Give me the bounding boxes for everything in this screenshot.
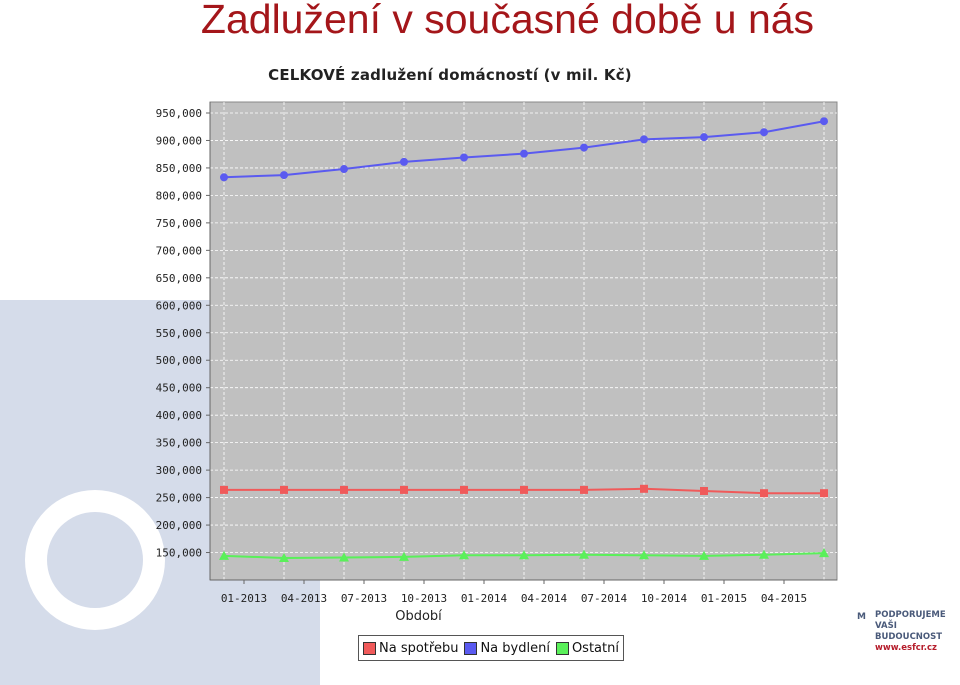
branding-line1: PODPORUJEME [875, 610, 946, 620]
data-point-circle [700, 133, 708, 142]
data-point-triangle [759, 549, 769, 559]
data-point-circle [400, 157, 408, 166]
y-tick-label: 800,000 [156, 189, 202, 202]
esf-branding: M PODPORUJEME VAŠI BUDOUCNOST www.esfcr.… [857, 610, 960, 654]
data-point-square [340, 485, 348, 494]
data-point-circle [520, 149, 528, 158]
legend-item-ostatni: Ostatní [555, 640, 619, 656]
y-tick-label: 250,000 [156, 492, 202, 505]
y-tick-label: 450,000 [156, 382, 202, 395]
branding-url[interactable]: www.esfcr.cz [875, 643, 937, 653]
data-point-circle [340, 165, 348, 174]
data-point-triangle [459, 550, 469, 560]
y-tick-label: 350,000 [156, 437, 202, 450]
triangle-marker-icon [555, 641, 569, 655]
data-point-square [460, 485, 468, 494]
data-point-circle [220, 173, 228, 182]
data-point-triangle [219, 550, 229, 560]
y-tick-label: 600,000 [156, 299, 202, 312]
x-tick-label: 04-2014 [521, 592, 568, 605]
legend-item-bydleni: Na bydlení [464, 640, 550, 656]
y-tick-label: 700,000 [156, 244, 202, 257]
data-point-square [520, 485, 528, 494]
y-tick-label: 750,000 [156, 217, 202, 230]
slide-title: Zadlužení v současné době u nás [200, 0, 815, 42]
square-marker-icon [363, 641, 376, 655]
data-point-square [580, 485, 588, 494]
x-tick-label: 01-2013 [221, 592, 267, 605]
data-point-square [220, 485, 228, 494]
x-tick-label: 01-2014 [461, 592, 508, 605]
y-tick-label: 650,000 [156, 272, 202, 285]
y-tick-label: 150,000 [156, 547, 202, 560]
data-point-circle [460, 153, 468, 162]
data-point-square [820, 489, 828, 498]
data-point-triangle [639, 550, 649, 560]
x-tick-label: 10-2013 [401, 592, 447, 605]
data-point-circle [820, 117, 828, 126]
circle-marker-icon [464, 641, 478, 655]
x-tick-label: 01-2015 [701, 592, 747, 605]
y-tick-label: 200,000 [156, 519, 202, 532]
legend-label-spotreba: Na spotřebu [379, 640, 459, 656]
y-tick-label: 900,000 [156, 134, 202, 147]
x-tick-label: 04-2013 [281, 592, 327, 605]
data-point-circle [640, 135, 648, 144]
data-point-triangle [699, 550, 709, 560]
data-point-square [280, 485, 288, 494]
x-tick-label: 07-2013 [341, 592, 387, 605]
y-tick-label: 550,000 [156, 327, 202, 340]
data-point-triangle [339, 552, 349, 562]
chart-title: CELKOVÉ zadlužení domácností (v mil. Kč) [268, 66, 632, 84]
data-point-square [400, 485, 408, 494]
data-point-square [760, 489, 768, 498]
branding-line2: VAŠI BUDOUCNOST [875, 621, 943, 642]
esf-logo-icon: M [857, 612, 866, 622]
data-point-triangle [819, 548, 829, 558]
data-point-circle [760, 128, 768, 137]
data-point-triangle [279, 553, 289, 563]
data-point-triangle [579, 549, 589, 559]
data-point-circle [280, 171, 288, 180]
x-axis-label: Období [395, 609, 442, 624]
data-point-circle [580, 143, 588, 152]
x-tick-label: 07-2014 [581, 592, 628, 605]
legend-label-bydleni: Na bydlení [480, 640, 550, 656]
x-tick-label: 04-2015 [761, 592, 807, 605]
decor-circle-inner [47, 512, 143, 608]
chart-legend: Na spotřebu Na bydlení Ostatní [358, 635, 624, 661]
plot-area [209, 101, 838, 581]
y-tick-label: 950,000 [156, 107, 202, 120]
y-tick-label: 850,000 [156, 162, 202, 175]
data-point-triangle [519, 550, 529, 560]
data-point-square [700, 486, 708, 495]
data-point-triangle [399, 551, 409, 561]
y-tick-label: 300,000 [156, 464, 202, 477]
data-point-square [640, 484, 648, 493]
legend-label-ostatni: Ostatní [571, 640, 619, 656]
y-tick-label: 400,000 [156, 409, 202, 422]
y-tick-label: 500,000 [156, 354, 202, 367]
legend-item-spotreba: Na spotřebu [363, 641, 458, 656]
x-tick-label: 10-2014 [641, 592, 688, 605]
